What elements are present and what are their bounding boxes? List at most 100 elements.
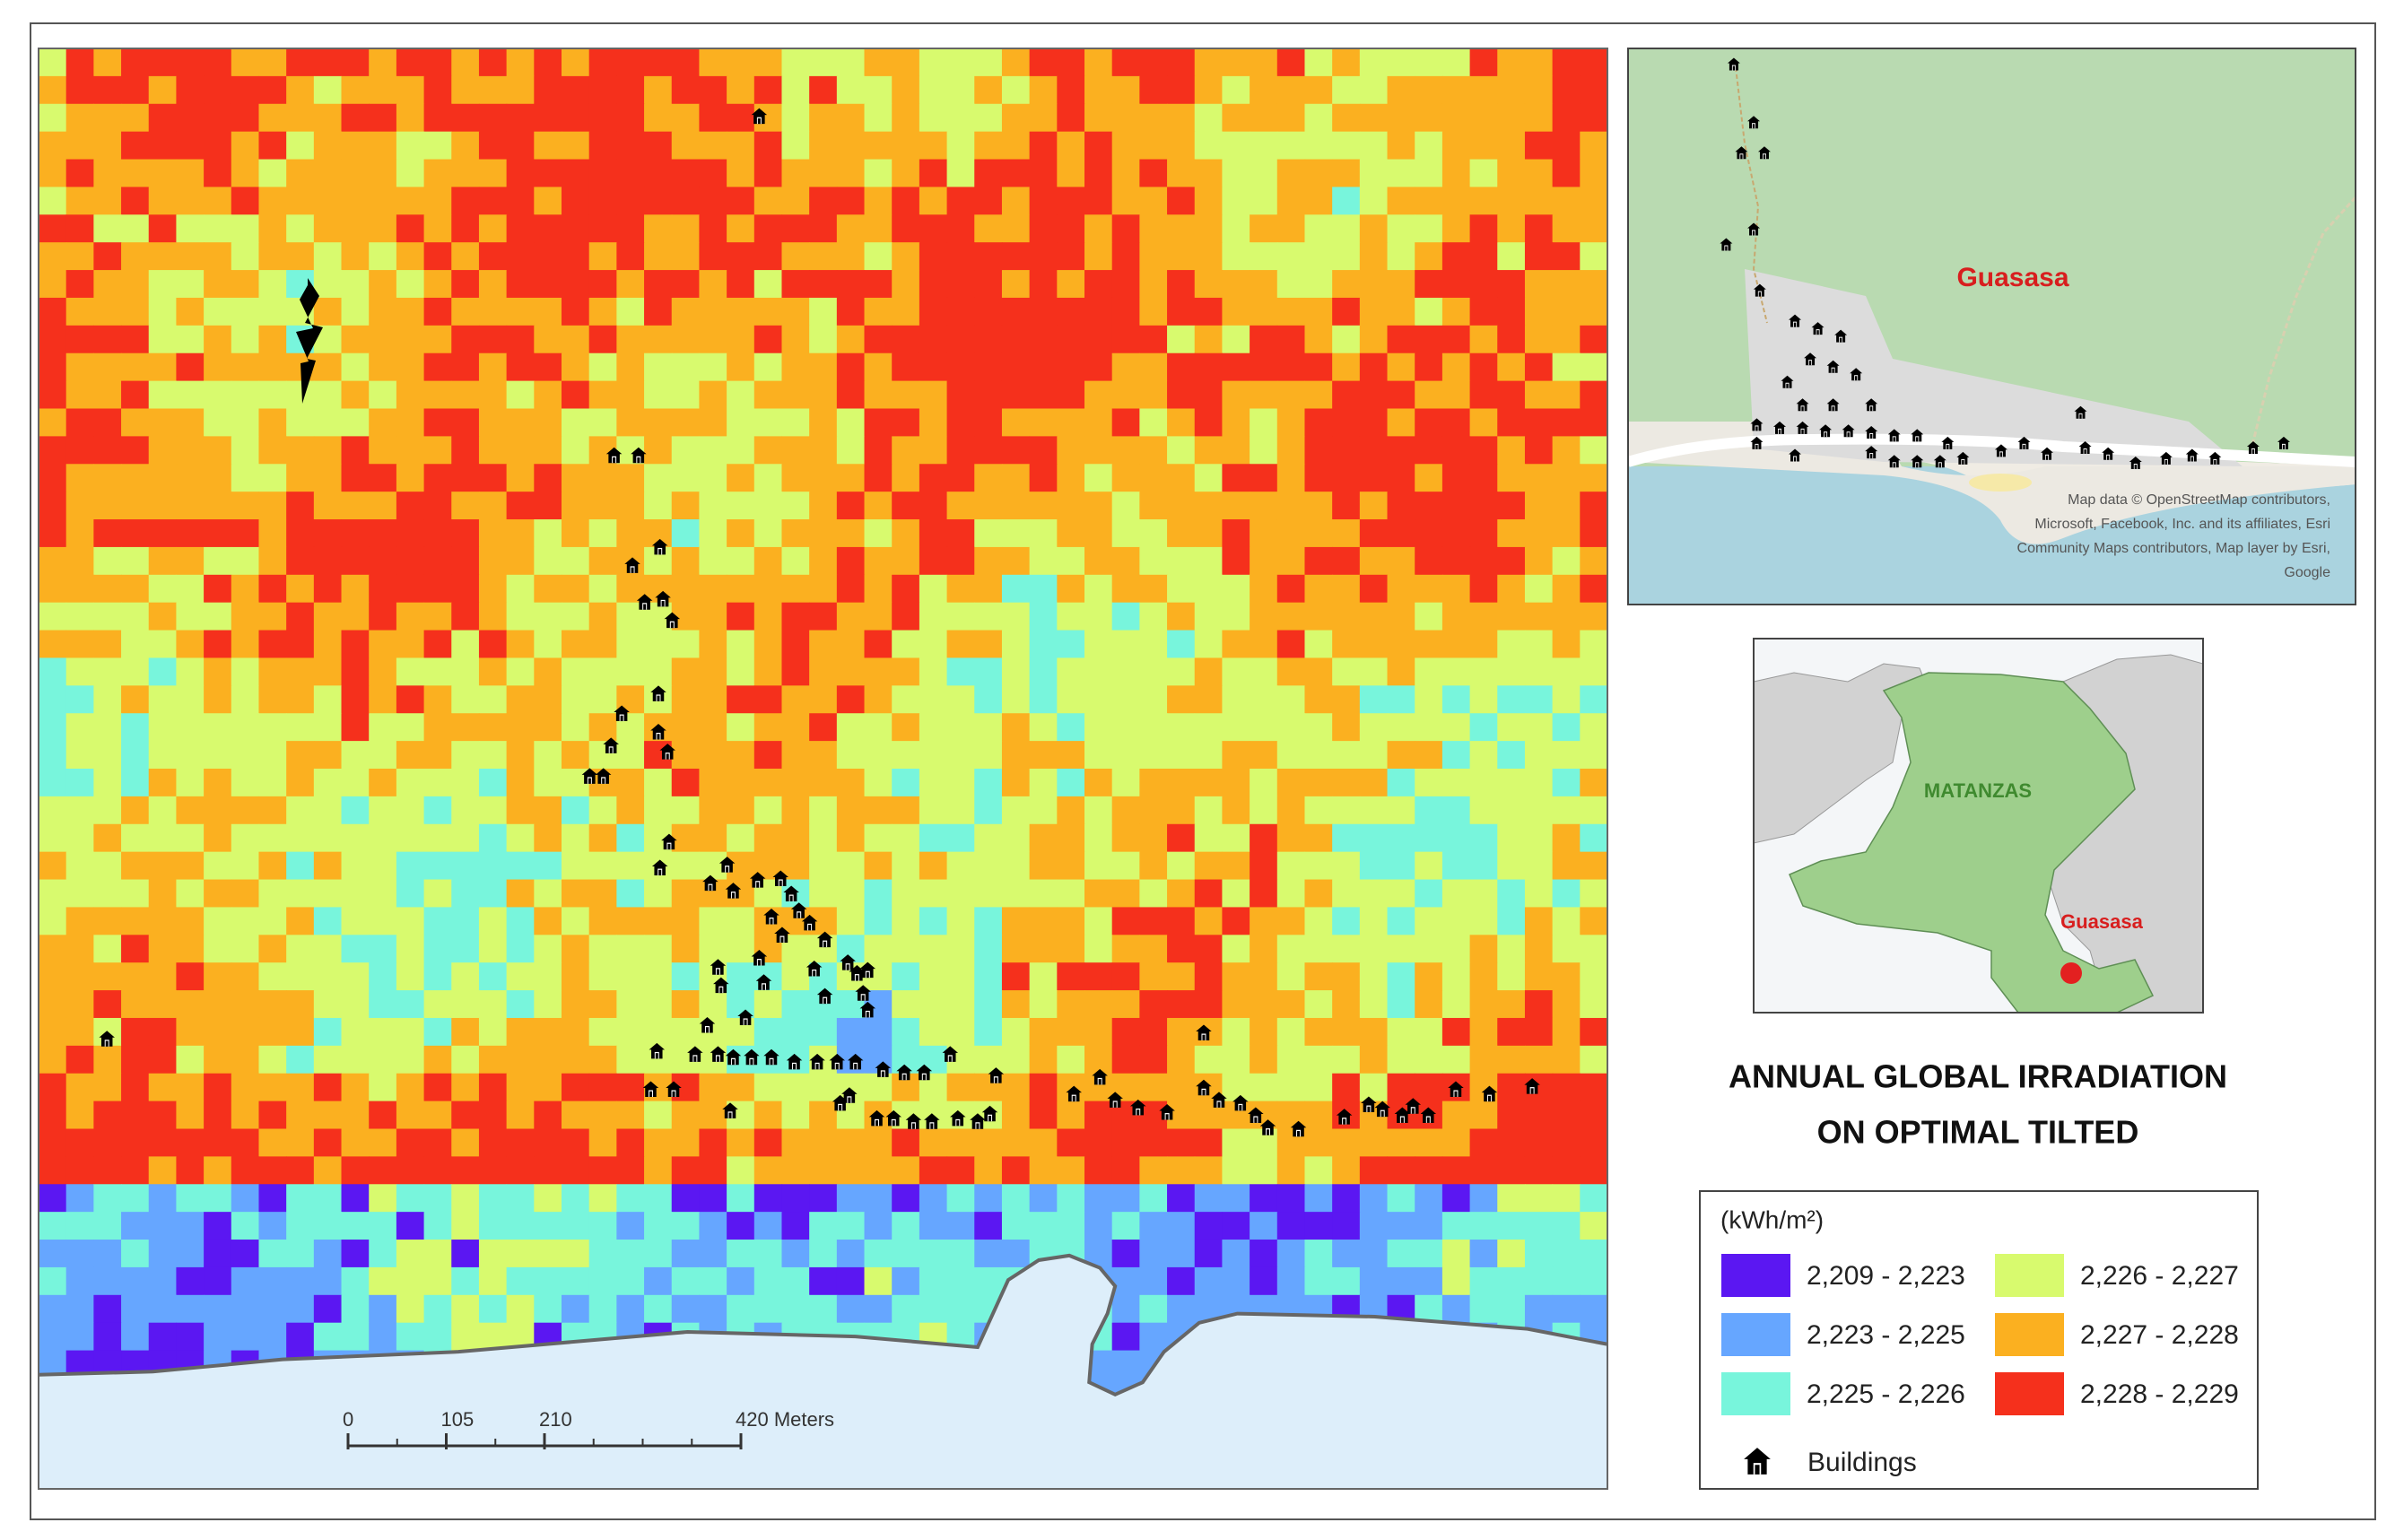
raster-cell <box>974 352 1003 382</box>
raster-cell <box>1387 270 1415 299</box>
raster-cell <box>699 1128 727 1157</box>
raster-cell <box>341 436 370 465</box>
raster-cell <box>39 741 67 770</box>
raster-cell <box>1580 1184 1607 1213</box>
raster-cell <box>781 131 810 161</box>
raster-cell <box>1276 823 1306 853</box>
raster-cell <box>231 546 260 576</box>
raster-cell <box>1497 713 1526 742</box>
raster-cell <box>1084 1045 1113 1075</box>
raster-cell <box>946 1184 975 1213</box>
raster-cell <box>1139 962 1168 991</box>
raster-cell <box>204 159 232 188</box>
raster-cell <box>1222 574 1250 604</box>
raster-cell <box>1194 574 1224 604</box>
raster-cell <box>1469 935 1498 963</box>
raster-cell <box>1415 408 1443 437</box>
raster-cell <box>616 408 645 437</box>
raster-cell <box>1387 741 1415 770</box>
raster-cell <box>93 962 122 991</box>
raster-cell <box>286 657 315 686</box>
raster-cell <box>65 48 94 77</box>
raster-cell <box>616 464 645 492</box>
raster-cell <box>1524 1240 1554 1268</box>
raster-cell <box>39 907 67 935</box>
raster-cell <box>534 75 562 105</box>
raster-cell <box>919 187 948 215</box>
raster-cell <box>616 325 645 354</box>
raster-cell <box>93 187 122 215</box>
raster-cell <box>588 242 617 271</box>
raster-cell <box>836 380 866 410</box>
raster-cell <box>1084 214 1113 243</box>
raster-cell <box>396 242 425 271</box>
raster-cell <box>1497 1017 1526 1047</box>
raster-cell <box>864 1294 893 1324</box>
raster-cell <box>258 436 287 465</box>
raster-cell <box>1167 131 1196 161</box>
raster-cell <box>864 713 893 742</box>
raster-cell <box>946 685 975 714</box>
raster-cell <box>396 1294 425 1324</box>
raster-cell <box>1001 546 1031 576</box>
raster-cell <box>65 519 94 548</box>
raster-cell <box>286 187 315 215</box>
raster-cell <box>1194 242 1224 271</box>
raster-cell <box>1111 436 1140 465</box>
raster-cell <box>93 408 122 437</box>
raster-cell <box>1441 1294 1471 1324</box>
raster-cell <box>148 159 178 188</box>
raster-cell <box>121 380 150 410</box>
raster-cell <box>1332 519 1361 548</box>
raster-cell <box>478 546 508 576</box>
raster-cell <box>396 1184 425 1213</box>
raster-cell <box>1057 408 1085 437</box>
raster-cell <box>1276 131 1306 161</box>
raster-cell <box>341 1128 370 1157</box>
raster-cell <box>1580 796 1607 825</box>
raster-cell <box>753 492 783 520</box>
raster-cell <box>1332 823 1361 853</box>
raster-cell <box>1469 187 1498 215</box>
raster-cell <box>1524 75 1554 105</box>
raster-cell <box>1194 159 1224 188</box>
raster-cell <box>39 574 67 604</box>
raster-cell <box>616 1156 645 1185</box>
raster-cell <box>396 1101 425 1130</box>
raster-cell <box>341 187 370 215</box>
raster-cell <box>1222 1045 1250 1075</box>
raster-cell <box>727 436 755 465</box>
raster-cell <box>562 1184 590 1213</box>
raster-cell <box>562 962 590 991</box>
raster-cell <box>121 962 150 991</box>
raster-cell <box>121 879 150 909</box>
raster-cell <box>1359 657 1389 686</box>
raster-cell <box>1387 1212 1415 1240</box>
raster-cell <box>1552 602 1581 631</box>
raster-cell <box>974 602 1003 631</box>
raster-cell <box>727 685 755 714</box>
raster-cell <box>65 962 94 991</box>
raster-cell <box>148 214 178 243</box>
raster-cell <box>892 657 920 686</box>
inset-place-label: Guasasa <box>1956 263 2068 292</box>
raster-cell <box>781 436 810 465</box>
raster-cell <box>423 1017 452 1047</box>
raster-cell <box>1332 380 1361 410</box>
raster-cell <box>727 131 755 161</box>
raster-cell <box>1524 242 1554 271</box>
raster-cell <box>93 352 122 382</box>
raster-cell <box>1497 851 1526 881</box>
raster-cell <box>176 602 205 631</box>
raster-cell <box>946 270 975 299</box>
raster-cell <box>1001 131 1031 161</box>
raster-cell <box>286 159 315 188</box>
raster-cell <box>699 796 727 825</box>
raster-cell <box>39 187 67 215</box>
raster-cell <box>1057 380 1085 410</box>
raster-cell <box>1387 1156 1415 1185</box>
raster-cell <box>1057 962 1085 991</box>
raster-cell <box>176 1017 205 1047</box>
raster-cell <box>286 574 315 604</box>
raster-cell <box>176 741 205 770</box>
